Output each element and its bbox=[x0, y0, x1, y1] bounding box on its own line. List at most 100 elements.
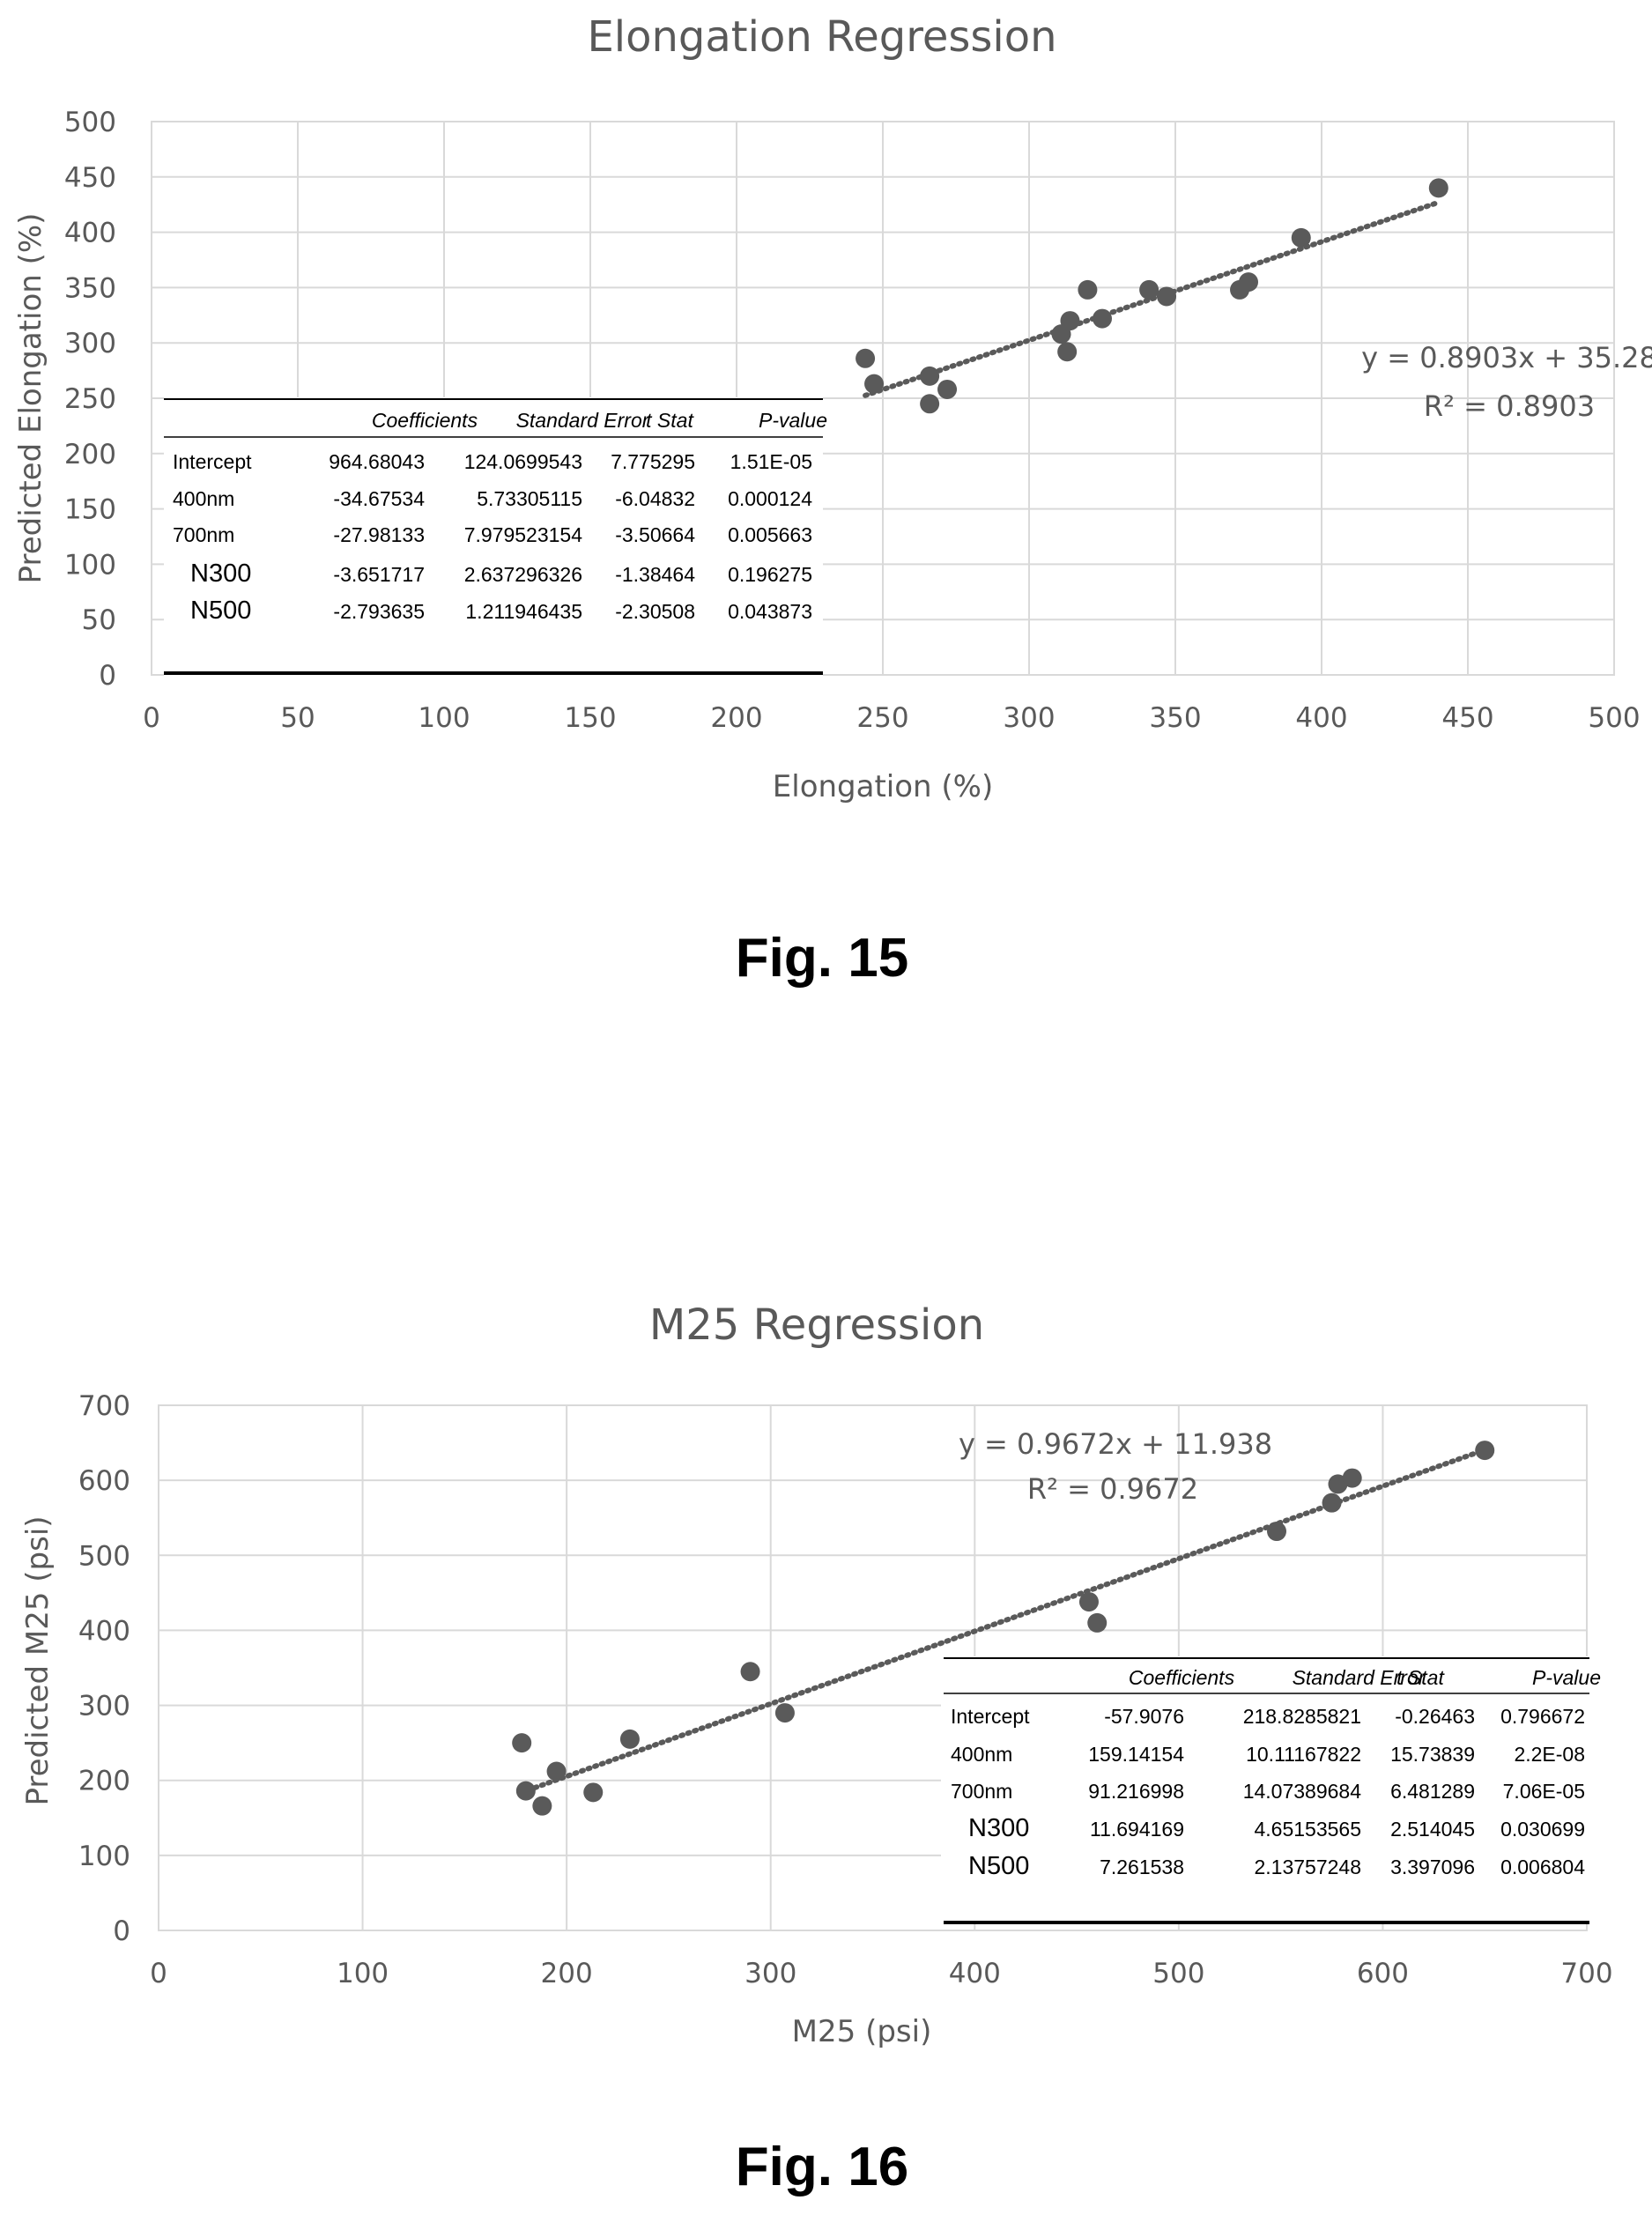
table-cell: 218.8285821 bbox=[1243, 1705, 1361, 1728]
y-tick-label: 50 bbox=[82, 604, 116, 636]
table-cell: -34.67534 bbox=[333, 487, 425, 510]
table-row-label: Intercept bbox=[951, 1705, 1030, 1728]
figure-label: Fig. 16 bbox=[736, 2137, 908, 2197]
table-cell: 91.216998 bbox=[1088, 1780, 1184, 1803]
y-tick-label: 350 bbox=[64, 272, 116, 304]
table-cell: 10.11167822 bbox=[1246, 1743, 1361, 1766]
data-marks bbox=[856, 178, 1448, 414]
y-tick-label: 150 bbox=[64, 494, 116, 526]
table-row-label: N500 bbox=[968, 1852, 1029, 1880]
table-cell: 0.005663 bbox=[728, 523, 812, 546]
table-row-label: N300 bbox=[190, 559, 251, 588]
x-tick-label: 200 bbox=[710, 702, 762, 734]
scatter-point bbox=[1157, 286, 1177, 307]
scatter-point bbox=[1322, 1493, 1342, 1513]
x-tick-label: 400 bbox=[949, 1958, 1001, 1989]
scatter-point bbox=[920, 366, 940, 386]
x-tick-labels: 0 50 100 150 200 250 300 350 400 450 500 bbox=[143, 702, 1640, 734]
y-tick-label: 100 bbox=[64, 549, 116, 581]
chart-title: M25 Regression bbox=[649, 1300, 984, 1350]
scatter-point bbox=[532, 1796, 552, 1816]
y-tick-label: 500 bbox=[64, 107, 116, 138]
table-cell: -57.9076 bbox=[1104, 1705, 1184, 1728]
trendline-equation: y = 0.8903x + 35.28 bbox=[1361, 341, 1652, 374]
table-cell: 2.637296326 bbox=[464, 563, 582, 586]
scatter-point bbox=[1139, 279, 1159, 300]
table-cell: -1.38464 bbox=[615, 563, 695, 586]
x-tick-label: 500 bbox=[1152, 1958, 1204, 1989]
table-cell: 0.196275 bbox=[728, 563, 812, 586]
scatter-point bbox=[937, 379, 958, 399]
table-row-label: N300 bbox=[968, 1814, 1029, 1842]
x-tick-label: 500 bbox=[1588, 702, 1640, 734]
table-cell: 1.211946435 bbox=[465, 600, 582, 623]
x-tick-label: 150 bbox=[564, 702, 616, 734]
scatter-point bbox=[1093, 308, 1112, 329]
x-tick-label: 0 bbox=[150, 1958, 167, 1989]
table-header-cell: Coefficients bbox=[372, 409, 478, 432]
table-cell: 964.68043 bbox=[329, 450, 425, 473]
y-tick-label: 100 bbox=[78, 1841, 130, 1872]
x-tick-labels: 0 100 200 300 400 500 600 700 bbox=[150, 1958, 1612, 1989]
scatter-point bbox=[864, 374, 885, 394]
plot-area bbox=[151, 121, 1615, 676]
scatter-point bbox=[1239, 272, 1258, 293]
table-row-label: 400nm bbox=[173, 487, 234, 510]
table-cell: 124.0699543 bbox=[464, 450, 582, 473]
table-cell: -3.50664 bbox=[615, 523, 695, 546]
x-tick-label: 300 bbox=[745, 1958, 796, 1989]
table-header-cell: t Stat bbox=[646, 409, 694, 432]
r-squared-label: R² = 0.9672 bbox=[1027, 1472, 1198, 1506]
table-header-cell: Coefficients bbox=[1129, 1666, 1235, 1689]
scatter-point bbox=[1060, 311, 1080, 331]
x-tick-label: 400 bbox=[1295, 702, 1347, 734]
chart-elongation: Elongation Regression 0 50 100 150 200 250 300… bbox=[13, 12, 1652, 989]
table-row-label: 700nm bbox=[951, 1780, 1012, 1803]
x-tick-label: 200 bbox=[541, 1958, 593, 1989]
table-header-cell: Standard Error bbox=[1293, 1666, 1426, 1689]
y-tick-label: 450 bbox=[64, 162, 116, 194]
table-cell: 7.775295 bbox=[611, 450, 695, 473]
chart-title: Elongation Regression bbox=[587, 12, 1056, 62]
y-tick-label: 200 bbox=[64, 439, 116, 470]
figure-label: Fig. 15 bbox=[736, 928, 908, 989]
y-tick-label: 400 bbox=[78, 1615, 130, 1647]
table-cell: -2.30508 bbox=[615, 600, 695, 623]
y-axis-label: Predicted M25 (psi) bbox=[20, 1515, 56, 1805]
table-cell: 2.514045 bbox=[1390, 1818, 1475, 1841]
r-squared-label: R² = 0.8903 bbox=[1424, 389, 1595, 423]
x-tick-label: 300 bbox=[1003, 702, 1055, 734]
table-cell: 7.06E-05 bbox=[1503, 1780, 1585, 1803]
table-cell: 0.796672 bbox=[1500, 1705, 1585, 1728]
table-cell: 0.000124 bbox=[728, 487, 812, 510]
table-cell: -6.04832 bbox=[615, 487, 695, 510]
scatter-point bbox=[583, 1782, 604, 1803]
y-tick-labels: 0 50 100 150 200 250 300 350 400 450 500 bbox=[64, 107, 116, 692]
y-tick-label: 500 bbox=[78, 1540, 130, 1572]
x-tick-label: 600 bbox=[1357, 1958, 1409, 1989]
table-cell: -0.26463 bbox=[1395, 1705, 1475, 1728]
table-row-label: Intercept bbox=[173, 450, 252, 473]
table-background bbox=[164, 397, 823, 676]
table-cell: 3.397096 bbox=[1390, 1856, 1475, 1878]
trendline-equation: y = 0.9672x + 11.938 bbox=[959, 1427, 1272, 1461]
scatter-point bbox=[515, 1781, 536, 1801]
x-tick-label: 350 bbox=[1149, 702, 1201, 734]
x-tick-label: 450 bbox=[1441, 702, 1493, 734]
scatter-point bbox=[1078, 279, 1098, 300]
y-tick-label: 250 bbox=[64, 383, 116, 415]
scatter-point bbox=[1291, 227, 1311, 248]
table-cell: 11.694169 bbox=[1090, 1818, 1184, 1841]
x-tick-label: 0 bbox=[143, 702, 160, 734]
table-background bbox=[941, 1656, 1589, 1924]
table-cell: 0.043873 bbox=[728, 600, 812, 623]
table-cell: -3.651717 bbox=[333, 563, 425, 586]
data-marks bbox=[512, 1441, 1495, 1816]
x-tick-label: 100 bbox=[337, 1958, 389, 1989]
table-row-label: N500 bbox=[190, 596, 251, 625]
scatter-point bbox=[1087, 1612, 1108, 1633]
table-row-label: 700nm bbox=[173, 523, 234, 546]
